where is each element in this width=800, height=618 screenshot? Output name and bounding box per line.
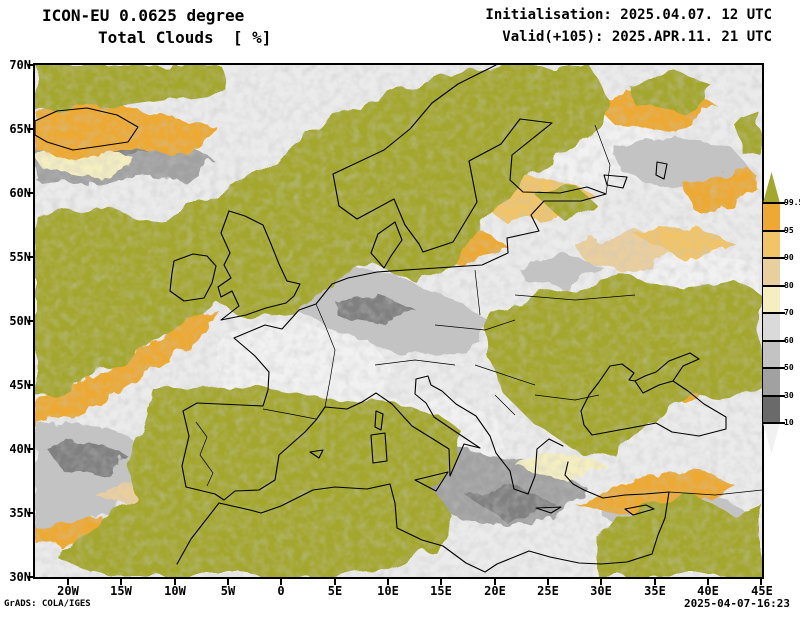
lat-label: 70N (9, 58, 31, 72)
init-time-label: Initialisation: 2025.04.07. 12 UTC (485, 7, 772, 23)
colorbar-tick-label: 50 (784, 363, 794, 372)
colorbar-class-cell (763, 340, 780, 368)
colorbar-tick (763, 284, 785, 287)
lon-label: 35E (644, 584, 666, 598)
lat-tick (28, 256, 34, 258)
lon-tick (707, 579, 709, 585)
lon-label: 5E (327, 584, 343, 598)
lat-tick (28, 512, 34, 514)
lat-label: 40N (9, 442, 31, 456)
colorbar-tick (763, 312, 785, 314)
lat-label: 50N (9, 314, 31, 328)
lon-label: 25E (537, 584, 559, 598)
lon-tick (174, 579, 176, 585)
colorbar-class-cell (763, 258, 780, 286)
colorbar-tick-label: 10 (784, 418, 794, 427)
lat-label: 35N (9, 506, 31, 520)
lon-tick (227, 579, 229, 585)
lat-label: 60N (9, 186, 31, 200)
lon-tick (120, 579, 122, 585)
lat-tick (28, 128, 34, 130)
lat-label: 55N (9, 250, 31, 264)
colorbar-tick (763, 339, 785, 342)
lat-label: 45N (9, 378, 31, 392)
lon-label: 20E (484, 584, 506, 598)
colorbar-class-cell (763, 172, 780, 203)
colorbar: 99.5 95 90 80 70 60 50 30 10 (763, 172, 800, 454)
lat-label: 65N (9, 122, 31, 136)
lon-label: 10W (164, 584, 186, 598)
colorbar-tick (763, 202, 785, 204)
lon-tick (760, 579, 762, 585)
lon-label: 0 (277, 584, 285, 598)
map-frame (33, 63, 764, 579)
speckle-texture (35, 65, 762, 577)
coastlines (35, 65, 727, 573)
colorbar-tick-label: 70 (784, 308, 794, 317)
colorbar-class-cell (763, 423, 780, 454)
colorbar-tick-label: 90 (784, 253, 794, 262)
lon-label: 10E (377, 584, 399, 598)
lon-tick (67, 579, 69, 585)
lon-label: 5W (220, 584, 236, 598)
country-borders (195, 124, 762, 496)
colorbar-class-cell (763, 285, 780, 313)
colorbar-class-cell (763, 230, 780, 258)
colorbar-tick-label: 60 (784, 335, 794, 345)
lat-tick (28, 64, 34, 66)
lon-tick (600, 579, 602, 585)
lat-tick (28, 448, 34, 450)
colorbar-tick (763, 367, 785, 369)
lat-label: 30N (9, 570, 31, 584)
colorbar-class-cell (763, 368, 780, 396)
colorbar-tick (763, 394, 785, 397)
lon-tick (494, 579, 496, 585)
grads-credit: GrADS: COLA/IGES (4, 599, 91, 609)
colorbar-class-cell (763, 313, 780, 341)
model-title: ICON-EU 0.0625 degree (42, 6, 245, 25)
colorbar-tick-label: 30 (784, 390, 794, 400)
lon-label: 15E (430, 584, 452, 598)
lon-label: 15W (110, 584, 132, 598)
map-canvas (35, 65, 762, 577)
colorbar-class-cell (763, 203, 780, 231)
lon-tick (440, 579, 442, 585)
lon-label: 45E (751, 584, 773, 598)
colorbar-tick (763, 422, 785, 424)
colorbar-tick-label: 99.5 (784, 198, 800, 207)
lon-tick (280, 579, 282, 585)
lon-label: 30E (590, 584, 612, 598)
lon-label: 20W (57, 584, 79, 598)
variable-title: Total Clouds [ %] (98, 28, 272, 47)
colorbar-class-cell (763, 395, 780, 423)
lon-label: 40E (697, 584, 719, 598)
valid-time-label: Valid(+105): 2025.APR.11. 21 UTC (502, 29, 772, 45)
lon-tick (387, 579, 389, 585)
colorbar-tick (763, 229, 785, 232)
lon-tick (547, 579, 549, 585)
colorbar-tick-label: 95 (784, 225, 794, 235)
lat-tick (28, 384, 34, 386)
colorbar-tick-label: 80 (784, 280, 794, 290)
render-timestamp: 2025-04-07-16:23 (684, 597, 790, 610)
lat-tick (28, 192, 34, 194)
lon-tick (654, 579, 656, 585)
lon-tick (334, 579, 336, 585)
colorbar-tick (763, 257, 785, 259)
lat-tick (28, 576, 34, 578)
lat-tick (28, 320, 34, 322)
cloud-field (35, 65, 762, 577)
